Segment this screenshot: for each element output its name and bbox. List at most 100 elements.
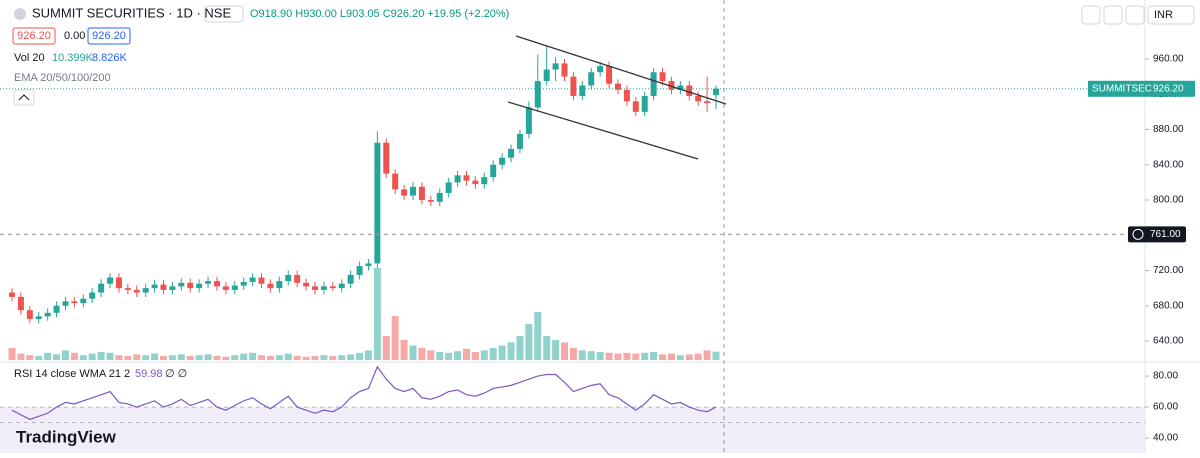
volume-bar — [391, 316, 399, 360]
candle-body — [329, 286, 336, 289]
volume-bar — [436, 352, 444, 360]
collapse-button[interactable] — [13, 89, 35, 106]
candle-body — [614, 83, 621, 90]
candle-body — [267, 283, 274, 289]
last-price-tag — [1088, 80, 1195, 97]
volume-bar — [347, 354, 355, 360]
volume-bar — [382, 336, 390, 360]
y-tick-label: 640.00 — [1153, 336, 1184, 347]
trendline-upper — [515, 35, 727, 105]
volume-bar — [17, 353, 25, 360]
volume-bar — [106, 352, 114, 360]
volume-bar — [614, 353, 622, 360]
volume-bar — [302, 356, 310, 360]
volume-bar — [70, 352, 78, 360]
volume-bar — [427, 350, 435, 360]
ask-box[interactable] — [87, 27, 131, 45]
crosshair-label: 761.00 — [1150, 229, 1181, 240]
volume-bar — [284, 353, 292, 360]
candle-body — [543, 69, 550, 82]
candle-body — [311, 286, 318, 290]
volume-bar — [195, 355, 203, 360]
volume-bar — [418, 348, 426, 360]
candle-body — [71, 301, 78, 304]
candle-body — [285, 274, 292, 282]
rsi-background — [0, 407, 1145, 453]
btn-down[interactable] — [1081, 5, 1101, 25]
candle-body — [650, 72, 657, 97]
candle-body — [695, 96, 702, 102]
candle-body — [133, 289, 140, 293]
candle-body — [704, 101, 711, 104]
volume-bar — [186, 356, 194, 360]
volume-bar — [632, 353, 640, 360]
ohlc: O918.90 H930.00 L903.05 C926.20 +19.95 (… — [250, 8, 509, 20]
candle-body — [641, 96, 648, 112]
candle-body — [579, 85, 586, 97]
candle-body — [463, 175, 470, 181]
volume-bar — [400, 340, 408, 360]
rsi-tick-label: 80.00 — [1153, 371, 1178, 382]
candle-body — [107, 277, 114, 284]
candle-body — [516, 133, 523, 149]
candle-body — [713, 88, 719, 96]
candle-body — [561, 63, 568, 77]
bid-box[interactable] — [12, 27, 56, 45]
candle-body — [525, 107, 532, 134]
y-tick-label: 680.00 — [1153, 300, 1184, 311]
candle-body — [481, 177, 488, 185]
volume-bar — [623, 352, 631, 360]
volume-bar — [462, 348, 470, 360]
candle-body — [160, 284, 167, 290]
candle-body — [356, 266, 363, 275]
volume-bar — [534, 312, 542, 360]
currency-box[interactable] — [1147, 5, 1195, 25]
candle-body — [570, 76, 577, 97]
volume-bar — [552, 340, 560, 360]
y-tick-label: 880.00 — [1153, 124, 1184, 135]
candle-body — [222, 286, 229, 290]
volume-bar — [204, 354, 212, 360]
symbol: SUMMIT SECURITIES · 1D · NSE — [32, 5, 231, 20]
volume-bar — [569, 348, 577, 360]
volume-bar — [258, 355, 266, 360]
collapse-icon — [18, 94, 30, 101]
btn-reset[interactable] — [1125, 5, 1145, 25]
candle-body — [35, 316, 42, 319]
volume-bar — [293, 356, 301, 360]
volume-bar — [356, 352, 364, 360]
volume-bar — [35, 356, 43, 360]
candle-body — [677, 85, 684, 90]
vol-value: 10.399K — [52, 52, 94, 64]
volume-bar — [364, 350, 372, 360]
candle-body — [240, 281, 247, 286]
volume-bar — [249, 352, 257, 360]
candle-body — [383, 142, 390, 174]
btn-fit[interactable] — [1103, 5, 1123, 25]
candle-body — [632, 101, 639, 112]
volume-bar — [320, 355, 328, 360]
volume-bar — [311, 356, 319, 360]
volume-bar — [373, 268, 381, 360]
crosshair-plus — [1132, 228, 1144, 240]
brand: TradingView — [16, 427, 117, 446]
volume-bar — [650, 352, 658, 360]
volume-bar — [159, 356, 167, 360]
candle-body — [454, 175, 461, 183]
candle-body — [196, 283, 203, 289]
volume-bar — [231, 355, 239, 360]
y-tick-label: 800.00 — [1153, 195, 1184, 206]
candle-body — [151, 284, 158, 289]
volume-bar — [587, 351, 595, 360]
volume-bar — [53, 354, 61, 360]
candle-body — [597, 66, 604, 73]
last-price-label: 926.20 — [1153, 83, 1184, 94]
volume-bar — [454, 351, 462, 360]
candle-body — [213, 281, 220, 287]
volume-bar — [712, 351, 720, 360]
volume-bar — [561, 342, 569, 360]
volume-bar — [124, 356, 132, 360]
currency: INR — [1154, 9, 1173, 21]
compare-button[interactable] — [204, 5, 244, 23]
